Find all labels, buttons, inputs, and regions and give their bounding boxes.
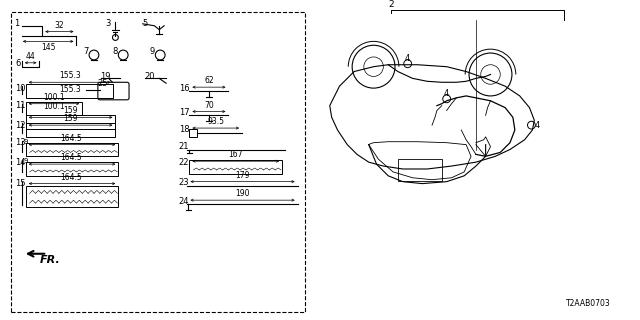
Text: 1: 1 (14, 19, 20, 28)
Text: 93.5: 93.5 (207, 117, 224, 126)
Bar (26, 116, 115, 129)
Text: 11: 11 (15, 101, 26, 110)
Text: 159: 159 (63, 107, 78, 116)
Text: 21: 21 (179, 142, 189, 151)
Text: 100.1: 100.1 (44, 102, 65, 111)
Text: FR.: FR. (40, 255, 60, 265)
Text: 8: 8 (113, 47, 118, 56)
Text: 13: 13 (15, 138, 26, 147)
Text: 25: 25 (97, 79, 108, 88)
Text: 4: 4 (534, 121, 540, 130)
Text: 32: 32 (54, 21, 64, 30)
Text: 17: 17 (179, 108, 189, 117)
Text: 145: 145 (41, 43, 56, 52)
Text: 159: 159 (63, 114, 78, 123)
Bar (26, 102, 83, 116)
Bar (189, 160, 282, 174)
Text: 62: 62 (204, 76, 214, 85)
Text: 4: 4 (405, 54, 410, 63)
Text: 164.5: 164.5 (61, 153, 83, 162)
Text: 2: 2 (388, 0, 394, 9)
Text: 23: 23 (179, 178, 189, 187)
Text: 22: 22 (179, 158, 189, 167)
Text: 190: 190 (235, 189, 250, 198)
Bar (11, 12, 305, 312)
Text: 10: 10 (15, 84, 26, 92)
Text: 9: 9 (150, 47, 155, 56)
Text: 164.5: 164.5 (61, 173, 83, 182)
Bar (26, 162, 118, 176)
Text: 14: 14 (15, 158, 26, 167)
Text: 44: 44 (26, 52, 35, 61)
Text: 5: 5 (142, 19, 147, 28)
Text: 24: 24 (179, 196, 189, 206)
Bar (189, 129, 197, 137)
Bar (26, 143, 118, 156)
Text: 16: 16 (179, 84, 189, 92)
Text: 7: 7 (83, 47, 89, 56)
Text: 167: 167 (228, 150, 243, 159)
Text: 19: 19 (100, 72, 111, 81)
Text: 4: 4 (444, 90, 449, 99)
Bar (26, 186, 118, 207)
Text: 100.1: 100.1 (44, 93, 65, 102)
Text: 155.3: 155.3 (59, 84, 81, 93)
Text: 9: 9 (24, 139, 28, 145)
Text: 70: 70 (204, 100, 214, 109)
Text: 179: 179 (235, 171, 250, 180)
Bar (26, 84, 113, 98)
Text: 18: 18 (179, 124, 189, 133)
Text: 164.5: 164.5 (61, 134, 83, 143)
Text: 6: 6 (15, 59, 20, 68)
Bar (26, 123, 115, 137)
Text: 20: 20 (144, 72, 155, 81)
Text: 155.3: 155.3 (59, 71, 81, 80)
Text: 3: 3 (105, 19, 110, 28)
Text: 9: 9 (24, 158, 28, 164)
Text: 12: 12 (15, 121, 26, 130)
Text: 15: 15 (15, 179, 26, 188)
Bar (398, 159, 442, 181)
Text: T2AAB0703: T2AAB0703 (566, 299, 611, 308)
